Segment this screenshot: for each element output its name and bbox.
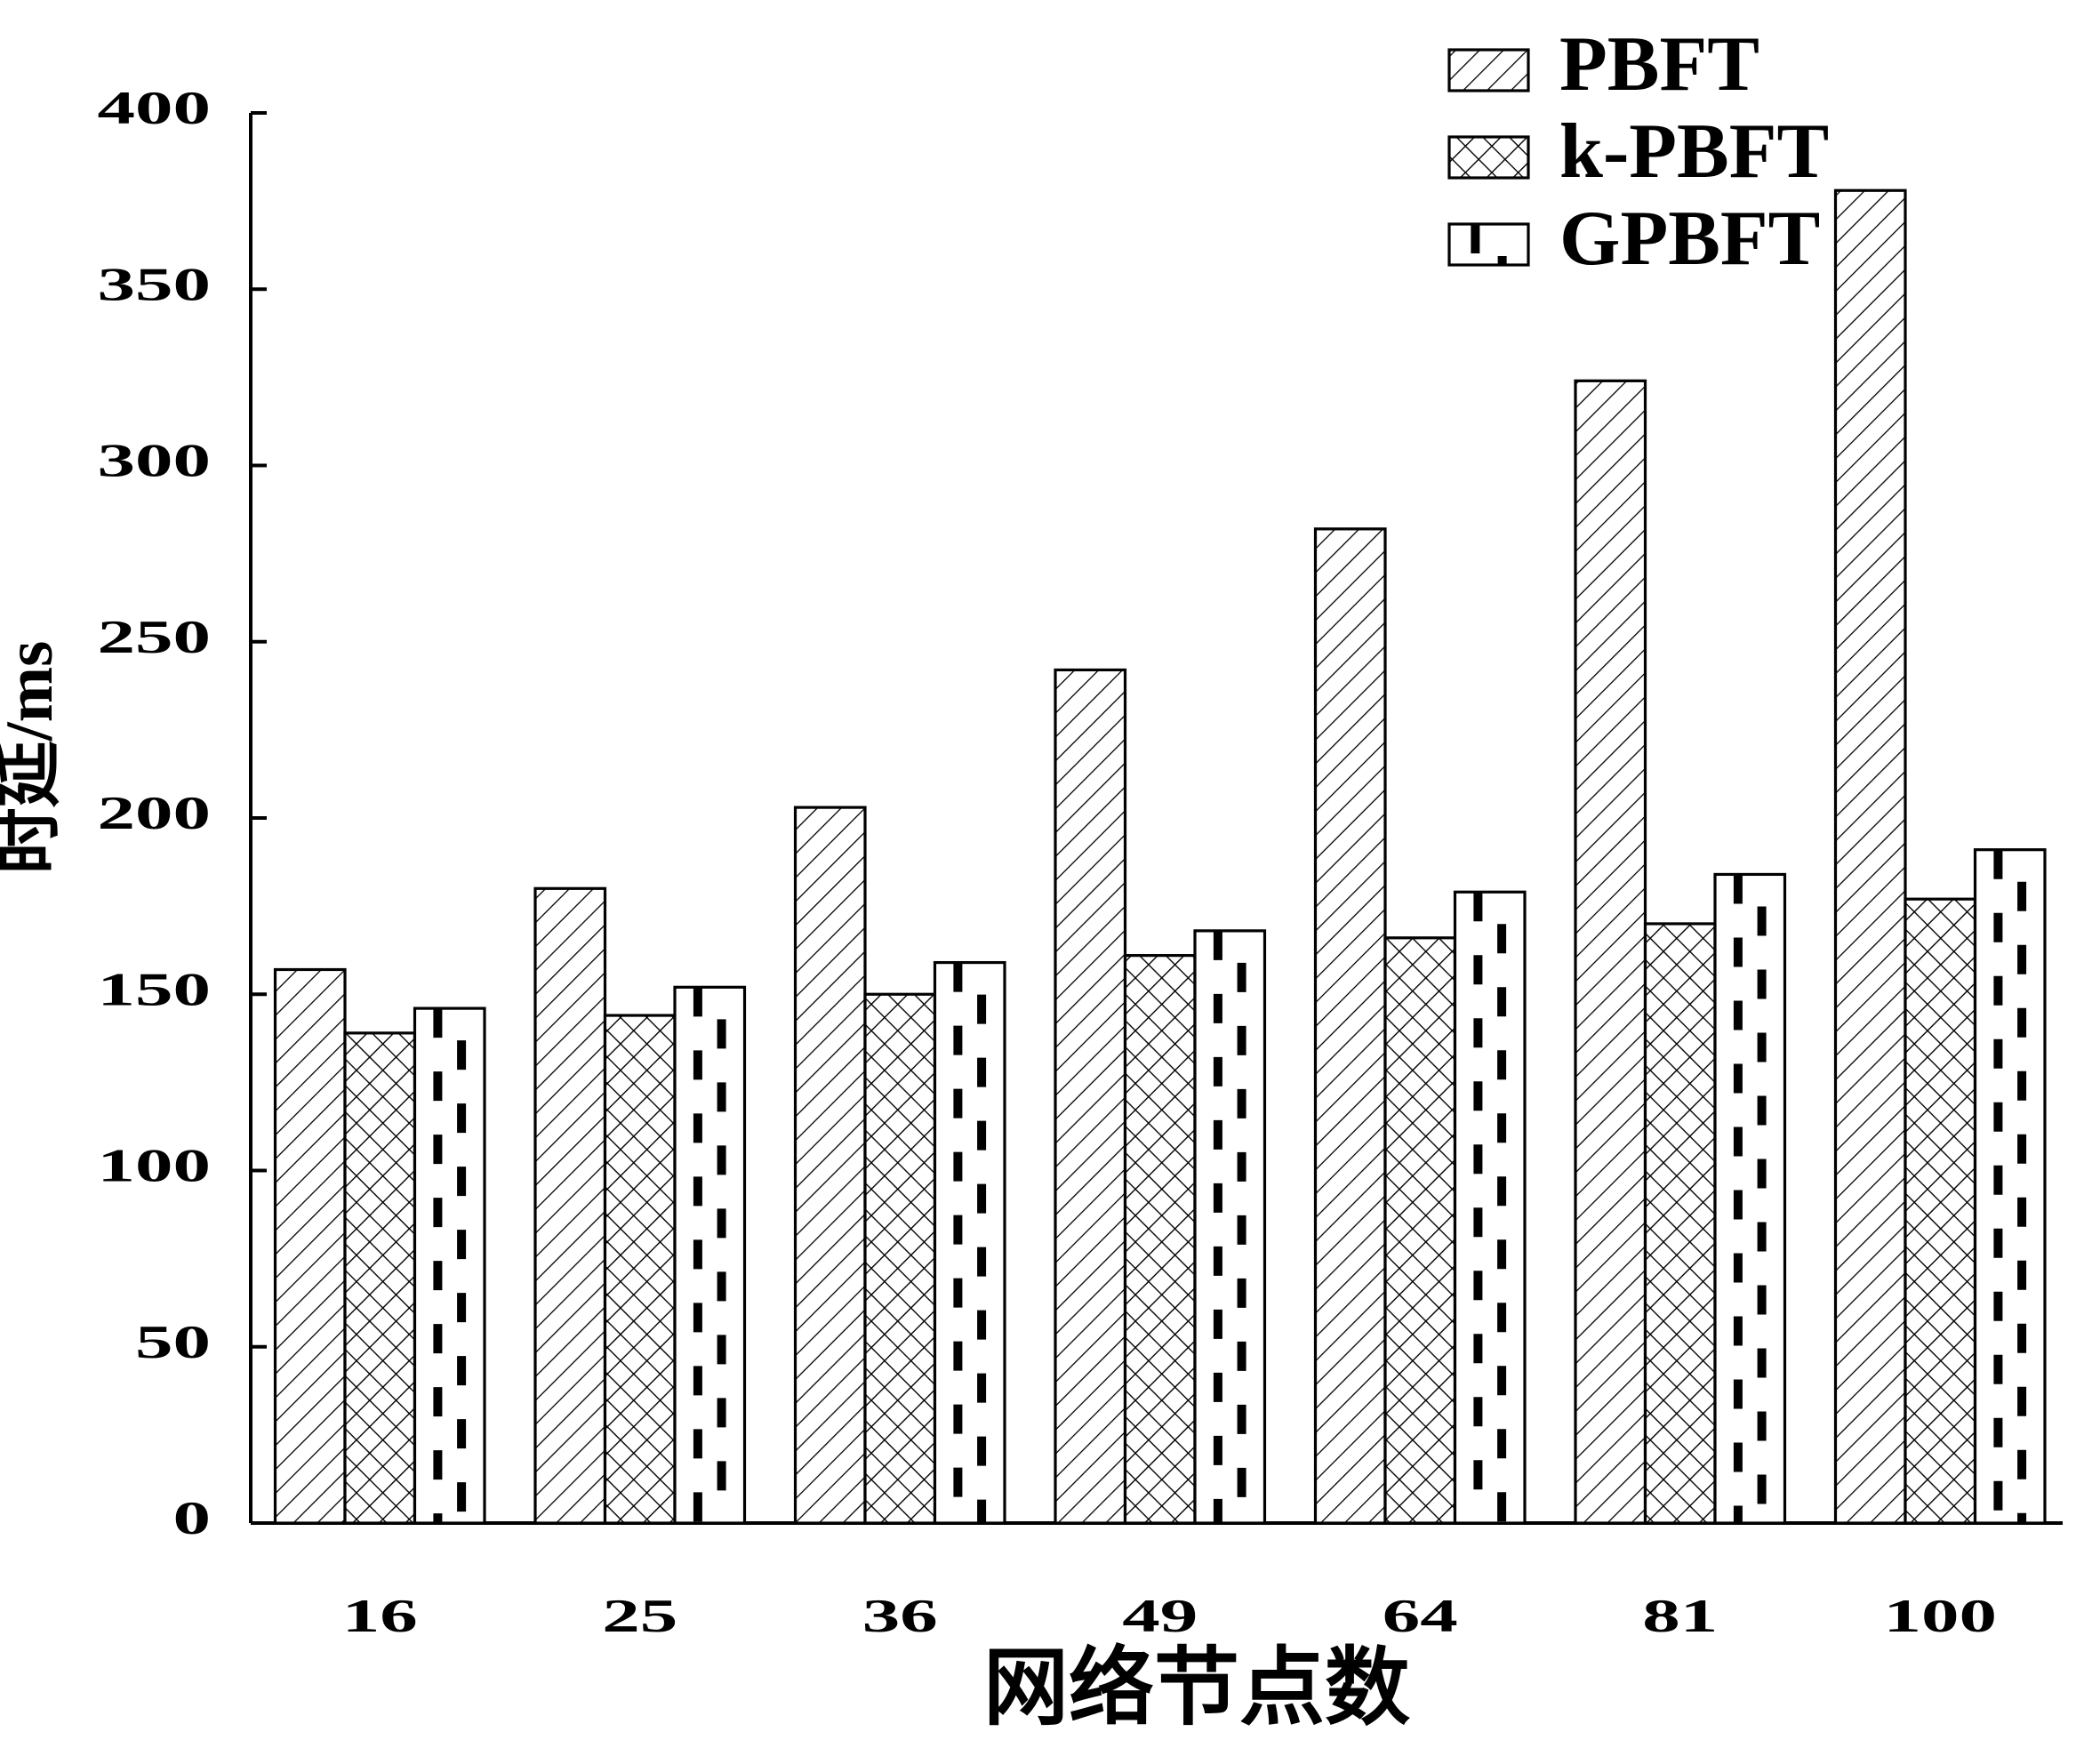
svg-text:25: 25 (602, 1591, 677, 1642)
svg-text:0: 0 (173, 1493, 212, 1544)
svg-text:k-PBFT: k-PBFT (1559, 108, 1829, 195)
svg-text:100: 100 (98, 1141, 212, 1192)
svg-text:GPBFT: GPBFT (1559, 196, 1820, 282)
svg-text:350: 350 (98, 259, 212, 310)
svg-text:16: 16 (342, 1591, 418, 1642)
svg-text:81: 81 (1642, 1591, 1718, 1642)
svg-text:200: 200 (98, 788, 212, 839)
svg-text:时延/ms: 时延/ms (0, 641, 67, 875)
svg-text:64: 64 (1383, 1591, 1458, 1642)
svg-text:150: 150 (98, 964, 212, 1015)
svg-text:100: 100 (1884, 1591, 1998, 1642)
svg-text:400: 400 (98, 83, 212, 134)
svg-text:50: 50 (135, 1317, 211, 1368)
svg-text:300: 300 (98, 436, 212, 487)
svg-text:网络节点数: 网络节点数 (983, 1640, 1410, 1736)
svg-text:36: 36 (862, 1591, 938, 1642)
svg-text:PBFT: PBFT (1559, 21, 1759, 108)
svg-text:250: 250 (98, 612, 212, 663)
svg-text:49: 49 (1122, 1591, 1198, 1642)
